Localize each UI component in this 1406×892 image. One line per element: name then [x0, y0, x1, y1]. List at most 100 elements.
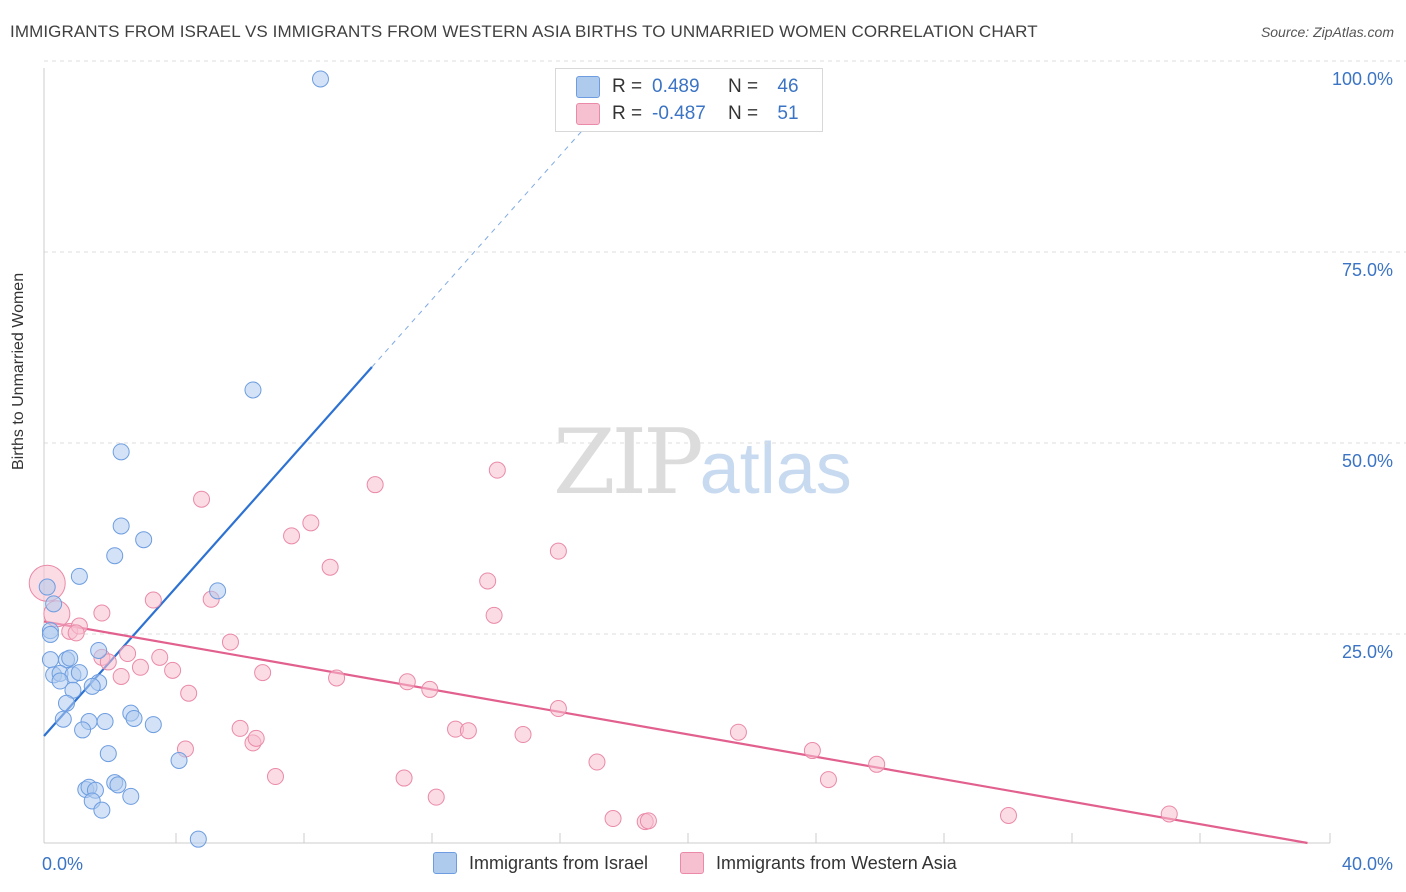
trend-line-western-asia	[43, 620, 1308, 845]
data-point-western-asia	[180, 684, 198, 702]
series-israel-points	[38, 70, 329, 848]
data-point-israel	[122, 787, 140, 805]
data-point-western-asia	[131, 658, 149, 676]
data-point-israel	[83, 677, 101, 695]
legend-r-value: 0.489	[652, 76, 700, 97]
data-point-israel	[93, 801, 111, 819]
axes	[43, 68, 1331, 844]
trend-lines	[43, 124, 1308, 845]
data-point-israel	[70, 664, 88, 682]
x-tick-label: 40.0%	[1342, 854, 1393, 874]
data-point-western-asia	[321, 558, 339, 576]
data-point-western-asia	[151, 648, 169, 666]
data-point-israel	[61, 649, 79, 667]
data-point-western-asia	[459, 722, 477, 740]
legend-n-label: N =	[728, 76, 759, 97]
legend-label-western-asia: Immigrants from Western Asia	[716, 852, 957, 873]
data-point-western-asia	[119, 645, 137, 663]
watermark-zip: ZIP	[553, 410, 704, 515]
gridlines	[44, 60, 1406, 635]
data-point-western-asia	[479, 572, 497, 590]
data-point-israel	[90, 641, 108, 659]
data-point-israel	[54, 710, 72, 728]
data-point-israel	[51, 672, 69, 690]
data-point-israel	[189, 830, 207, 848]
data-point-israel	[112, 517, 130, 535]
data-point-israel	[135, 531, 153, 549]
data-point-israel	[41, 625, 59, 643]
series-legend: Immigrants from Israel Immigrants from W…	[433, 852, 989, 874]
source-label: Source: ZipAtlas.com	[1260, 24, 1394, 40]
data-point-western-asia	[67, 624, 85, 642]
data-point-israel	[311, 70, 329, 88]
data-point-western-asia	[868, 755, 886, 773]
data-point-israel	[144, 716, 162, 734]
data-point-israel	[41, 651, 59, 669]
legend-row-western-asia: R = -0.487 N = 51	[576, 102, 808, 126]
y-tick-label: 100.0%	[1332, 69, 1393, 89]
legend-swatch-blue	[576, 76, 600, 98]
data-point-israel	[170, 751, 188, 769]
y-axis-label: Births to Unmarried Women	[10, 272, 27, 470]
legend-n-label: N =	[728, 103, 759, 124]
data-point-israel	[106, 547, 124, 565]
data-point-israel	[112, 443, 130, 461]
data-point-israel	[125, 709, 143, 727]
data-point-western-asia	[639, 812, 657, 830]
legend-item-israel[interactable]: Immigrants from Israel	[433, 852, 648, 874]
data-point-western-asia	[112, 667, 130, 685]
y-tick-label: 25.0%	[1342, 642, 1393, 662]
data-point-western-asia	[93, 604, 111, 622]
data-point-western-asia	[803, 742, 821, 760]
legend-r-label: R =	[612, 103, 643, 124]
data-point-western-asia	[588, 753, 606, 771]
x-tick-label: 0.0%	[42, 854, 83, 874]
data-point-israel	[38, 578, 56, 596]
legend-swatch-blue	[433, 852, 457, 874]
data-point-western-asia	[1000, 806, 1017, 824]
data-point-israel	[45, 595, 63, 613]
data-point-israel	[244, 381, 262, 399]
data-point-israel	[209, 582, 227, 600]
data-point-western-asia	[421, 680, 439, 698]
data-point-western-asia	[302, 514, 320, 532]
data-point-israel	[70, 567, 88, 585]
legend-r-value: -0.487	[652, 103, 706, 124]
data-point-western-asia	[488, 461, 506, 479]
series-western-asia-points	[28, 461, 1178, 831]
legend-item-western-asia[interactable]: Immigrants from Western Asia	[680, 852, 957, 874]
data-point-western-asia	[247, 729, 265, 747]
legend-row-israel: R = 0.489 N = 46	[576, 75, 808, 99]
data-point-western-asia	[266, 768, 284, 786]
data-point-western-asia	[283, 527, 301, 545]
data-point-western-asia	[485, 606, 503, 624]
y-tick-label: 50.0%	[1342, 451, 1393, 471]
chart-title: IMMIGRANTS FROM ISRAEL VS IMMIGRANTS FRO…	[10, 22, 1038, 41]
legend-n-value: 46	[777, 76, 799, 97]
data-point-israel	[58, 694, 76, 712]
data-point-western-asia	[99, 653, 117, 671]
tick-labels: 100.0% 75.0% 50.0% 25.0% 0.0% 40.0%	[42, 69, 1393, 874]
data-point-western-asia	[549, 700, 567, 718]
y-tick-label: 75.0%	[1342, 260, 1393, 280]
legend-n-value: 51	[777, 103, 799, 124]
data-point-western-asia	[254, 664, 272, 682]
legend-r-label: R =	[612, 76, 643, 97]
data-point-western-asia	[164, 661, 182, 679]
legend-swatch-pink	[680, 852, 705, 874]
data-point-western-asia	[231, 719, 249, 737]
data-point-israel	[96, 713, 114, 731]
trend-line-israel-extension	[371, 124, 588, 368]
watermark-atlas: atlas	[699, 429, 852, 509]
data-point-western-asia	[729, 723, 747, 741]
data-point-israel	[74, 721, 92, 739]
legend-swatch-pink	[576, 103, 600, 125]
data-point-western-asia	[193, 490, 211, 508]
data-point-israel	[99, 745, 117, 763]
data-point-western-asia	[144, 591, 162, 609]
data-point-western-asia	[398, 673, 416, 691]
data-point-western-asia	[819, 771, 837, 789]
data-point-western-asia	[328, 669, 346, 687]
correlation-legend: R = 0.489 N = 46 R = -0.487 N = 51	[555, 68, 823, 132]
